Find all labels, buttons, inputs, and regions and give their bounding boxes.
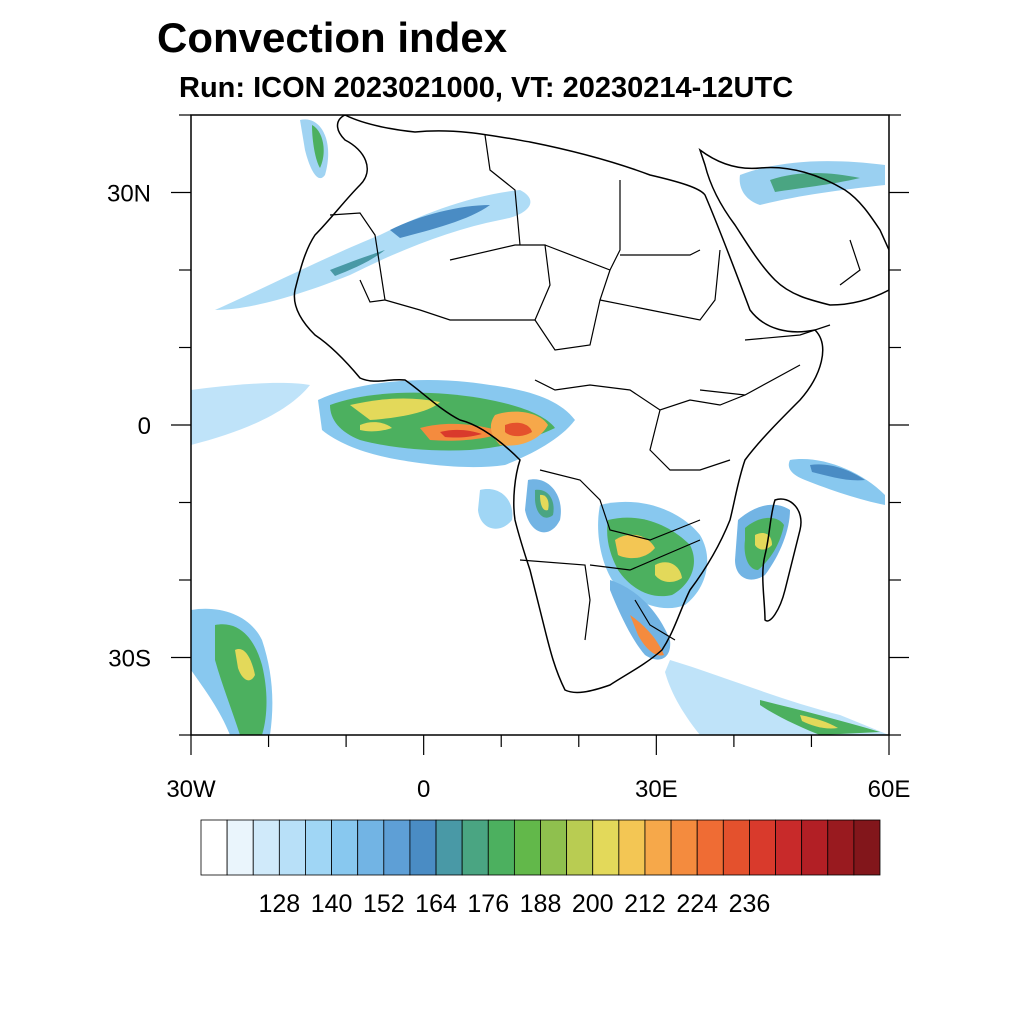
- convection-field: [191, 119, 889, 735]
- colorbar-tick-label: 140: [311, 890, 353, 918]
- country-borders: [329, 134, 861, 641]
- colorbar-tick-label: 212: [624, 890, 666, 918]
- colorbar-swatch: [461, 819, 489, 876]
- colorbar-swatch: [226, 819, 254, 876]
- chart-title: Convection index: [157, 14, 508, 61]
- colorbar-tick-label: 176: [467, 890, 509, 918]
- colorbar-swatch: [618, 819, 646, 876]
- colorbar-swatch: [357, 819, 385, 876]
- colorbar-swatch: [513, 819, 541, 876]
- colorbar-swatch: [200, 819, 228, 876]
- lat-tick-label: 30N: [107, 181, 151, 208]
- colorbar-tick-label: 152: [363, 890, 405, 918]
- colorbar-swatch: [801, 819, 829, 876]
- colorbar-swatch: [435, 819, 463, 876]
- colorbar-swatch: [487, 819, 515, 876]
- colorbar-swatch: [853, 819, 881, 876]
- lat-tick-label: 0: [138, 413, 151, 440]
- lon-tick-label: 60E: [868, 776, 911, 803]
- colorbar-swatch: [331, 819, 359, 876]
- colorbar-tick-label: 128: [258, 890, 300, 918]
- colorbar-swatch: [252, 819, 280, 876]
- colorbar-swatch: [696, 819, 724, 876]
- colorbar-swatch: [383, 819, 411, 876]
- lon-tick-label: 30E: [635, 776, 678, 803]
- colorbar-tick-label: 224: [676, 890, 718, 918]
- lat-tick-label: 30S: [108, 646, 151, 673]
- colorbar-tick-label: 236: [729, 890, 771, 918]
- colorbar-swatch: [670, 819, 698, 876]
- colorbar-swatch: [592, 819, 620, 876]
- colorbar-swatch: [722, 819, 750, 876]
- lon-tick-label: 30W: [166, 776, 216, 803]
- colorbar: [200, 819, 881, 876]
- colorbar-swatch: [644, 819, 672, 876]
- colorbar-swatch: [278, 819, 306, 876]
- map-ticks: [171, 114, 909, 755]
- colorbar-swatch: [566, 819, 594, 876]
- colorbar-swatch: [749, 819, 776, 876]
- colorbar-tick-label: 200: [572, 890, 614, 918]
- coastlines: [293, 115, 889, 694]
- colorbar-labels: 128 140 152 164 176 188 200 212 224 236: [258, 890, 770, 918]
- colorbar-swatch: [305, 819, 332, 876]
- lon-tick-label: 0: [417, 776, 430, 803]
- colorbar-tick-label: 164: [415, 890, 457, 918]
- chart-subtitle: Run: ICON 2023021000, VT: 20230214-12UTC: [179, 72, 794, 104]
- colorbar-swatch: [540, 819, 568, 876]
- colorbar-swatch: [775, 819, 803, 876]
- map-tick-labels: 30N 0 30S 30W 0 30E 60E: [107, 181, 910, 804]
- colorbar-swatch: [409, 819, 437, 876]
- colorbar-swatch: [827, 819, 855, 876]
- colorbar-tick-label: 188: [520, 890, 562, 918]
